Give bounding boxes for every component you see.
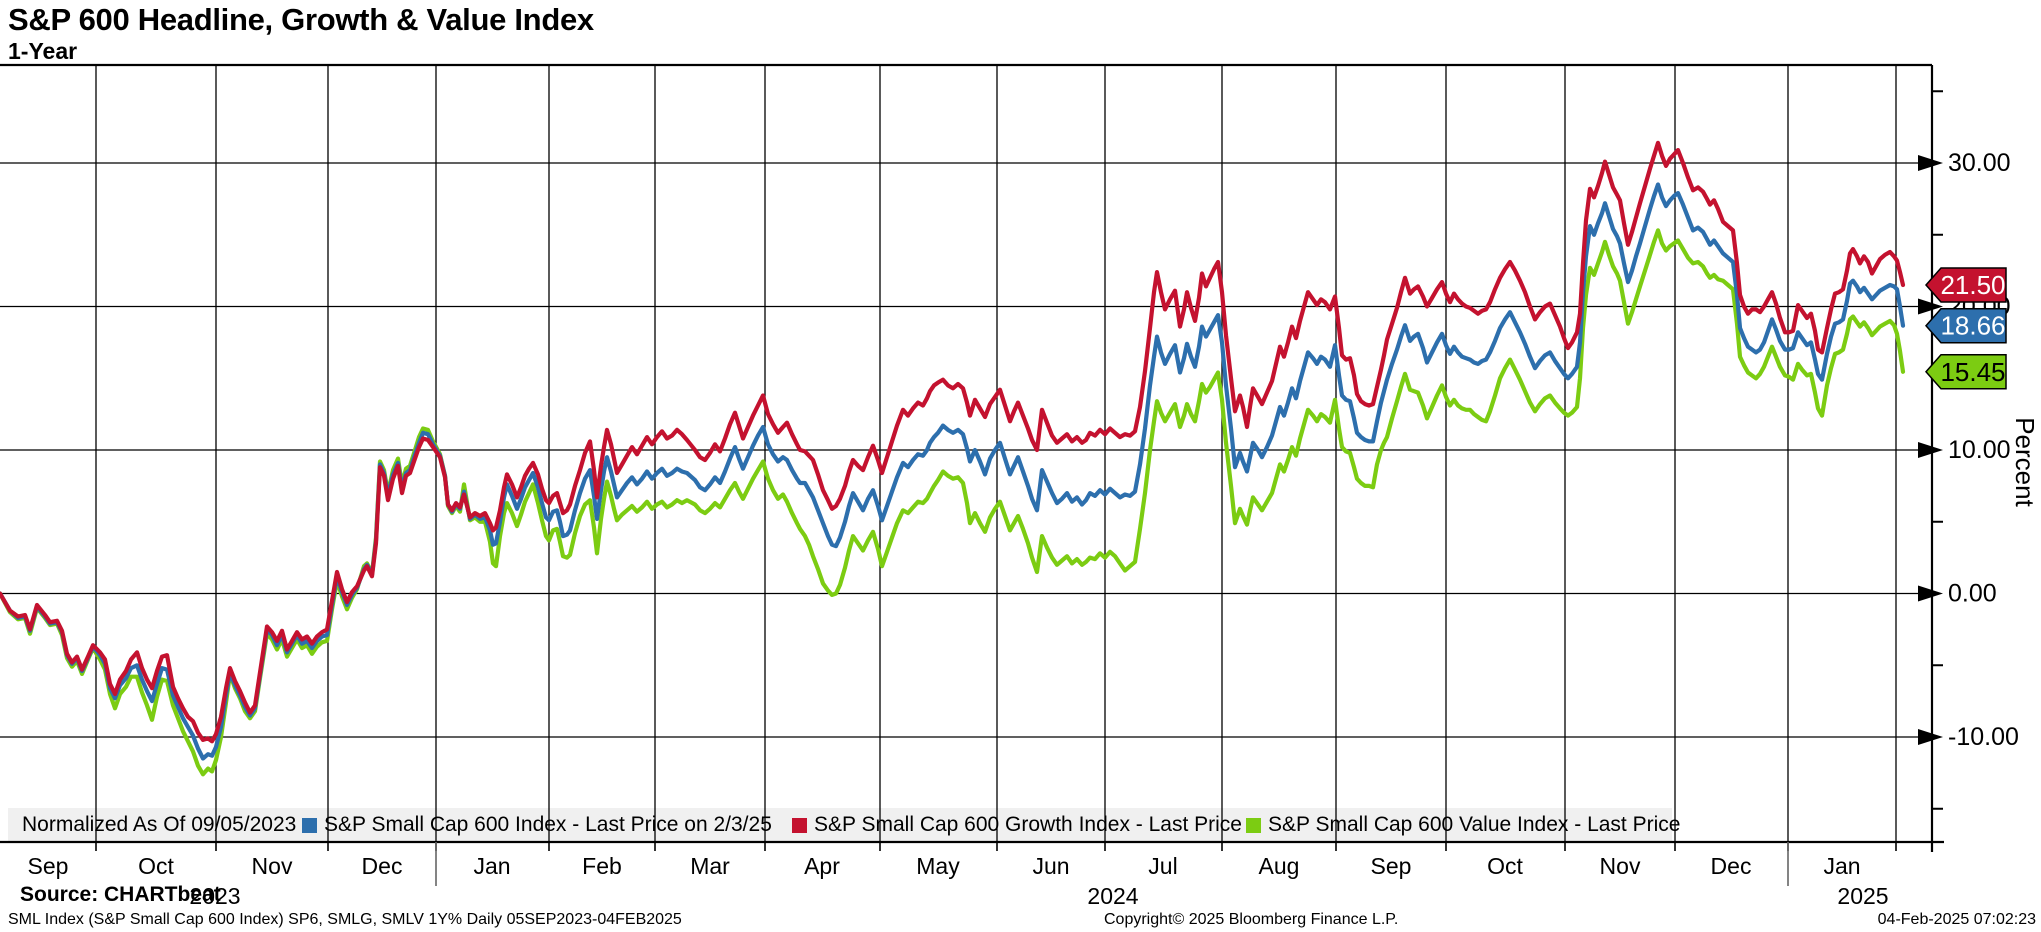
title-block: S&P 600 Headline, Growth & Value Index 1… xyxy=(8,2,594,64)
month-label: Dec xyxy=(362,853,403,879)
month-label: Sep xyxy=(28,853,69,879)
month-label: Oct xyxy=(138,853,174,879)
y-axis-arrow-icon xyxy=(1918,298,1943,315)
year-label: 2023 xyxy=(189,883,240,909)
y-axis-title: Percent xyxy=(2010,417,2040,507)
index-series-swatch-icon xyxy=(302,817,317,833)
month-label: Feb xyxy=(582,853,622,879)
legend-item-label: S&P Small Cap 600 Value Index - Last Pri… xyxy=(1268,813,1681,836)
year-label: 2024 xyxy=(1087,883,1138,909)
y-axis-arrow-icon xyxy=(1918,585,1943,602)
series-line-growth xyxy=(0,140,1906,744)
y-axis-arrow-icon xyxy=(1918,442,1943,458)
month-label: Jan xyxy=(1823,853,1860,879)
chart-subtitle: 1-Year xyxy=(8,38,78,64)
y-tick-label: -10.00 xyxy=(1948,723,2019,751)
legend-item-label: S&P Small Cap 600 Index - Last Price on … xyxy=(324,813,772,836)
price-tag-index xyxy=(1924,307,2007,344)
y-axis-arrow-icon xyxy=(1918,155,1943,171)
legend-strip xyxy=(8,808,1672,842)
year-label: 2025 xyxy=(1837,883,1888,909)
price-tag-label-value: 15.45 xyxy=(1940,357,2005,387)
value-series-swatch-icon xyxy=(1246,817,1261,833)
y-tick-label: 0.00 xyxy=(1948,580,1997,608)
page-title: S&P 600 Headline, Growth & Value Index xyxy=(8,2,594,37)
ticker-detail: SML Index (S&P Small Cap 600 Index) SP6,… xyxy=(8,911,682,928)
month-label: Apr xyxy=(804,853,840,879)
y-axis-arrow-icon xyxy=(1918,729,1943,745)
price-tag-value xyxy=(1924,354,2007,390)
copyright-text: Copyright© 2025 Bloomberg Finance L.P. xyxy=(1104,911,1399,928)
month-label: Aug xyxy=(1259,853,1300,879)
legend-item-value: S&P Small Cap 600 Value Index - Last Pri… xyxy=(1246,808,1680,842)
month-label: Nov xyxy=(252,853,293,879)
price-tag-growth xyxy=(1924,267,2007,303)
month-label: Dec xyxy=(1711,853,1752,879)
price-tag-label-index: 18.66 xyxy=(1940,311,2005,341)
month-label: Jul xyxy=(1148,853,1177,879)
month-label: Nov xyxy=(1600,853,1641,879)
source-label: Source: CHARTbeat xyxy=(20,883,221,906)
legend-normalized-note: Normalized As Of 09/05/2023 xyxy=(22,808,296,842)
y-tick-label: 10.00 xyxy=(1948,436,2011,464)
legend-item-label: S&P Small Cap 600 Growth Index - Last Pr… xyxy=(814,813,1242,836)
month-label: Mar xyxy=(690,853,730,879)
month-label: Jan xyxy=(473,853,510,879)
series-line-value xyxy=(0,228,1906,777)
legend-row: Normalized As Of 09/05/2023 S&P Small Ca… xyxy=(0,808,2041,842)
legend-item-growth: S&P Small Cap 600 Growth Index - Last Pr… xyxy=(792,808,1242,842)
month-label: Jun xyxy=(1032,853,1069,879)
price-tag-label-growth: 21.50 xyxy=(1940,270,2005,300)
growth-series-swatch-icon xyxy=(792,817,807,833)
legend-item-index: S&P Small Cap 600 Index - Last Price on … xyxy=(302,808,772,842)
legend-normalized-label: Normalized As Of 09/05/2023 xyxy=(22,813,297,836)
month-label: May xyxy=(916,853,960,879)
timestamp-text: 04-Feb-2025 07:02:23 xyxy=(1877,911,2036,928)
month-label: Sep xyxy=(1371,853,1412,879)
y-tick-label: 30.00 xyxy=(1948,149,2011,177)
month-label: Oct xyxy=(1487,853,1523,879)
